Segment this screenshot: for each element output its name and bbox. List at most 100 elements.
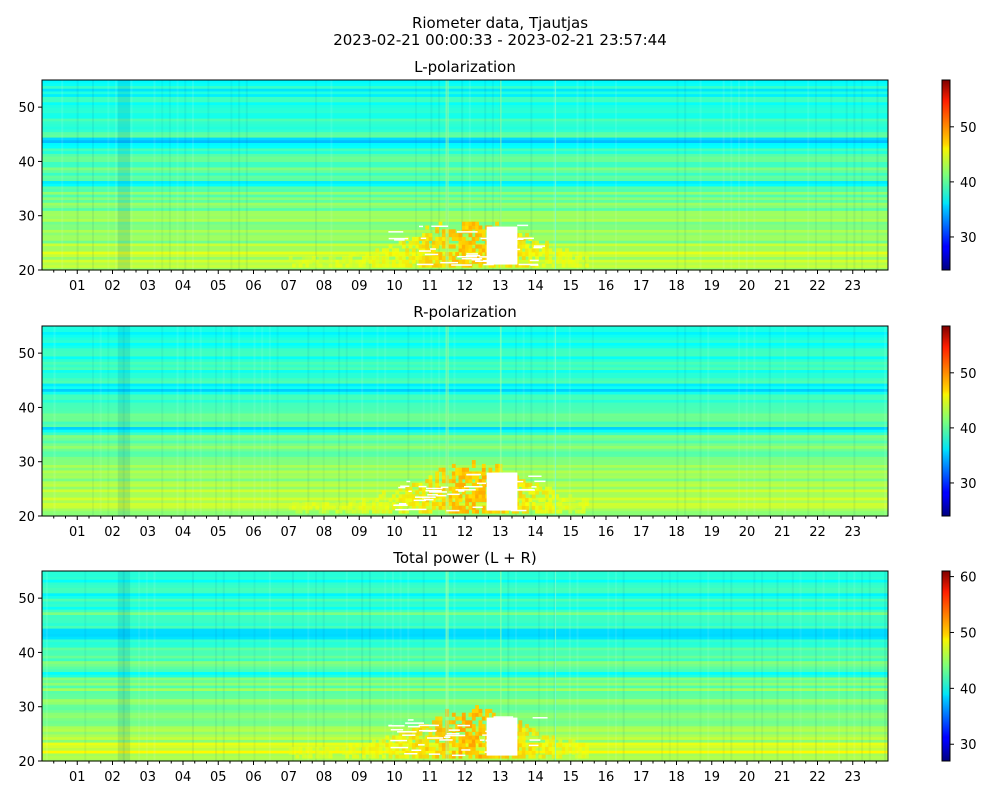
- heatmap-hot-cell: [481, 479, 486, 484]
- heatmap-hot-cell: [488, 263, 493, 268]
- heatmap-striation: [61, 80, 64, 270]
- heatmap-hot-cell: [358, 509, 363, 514]
- saturated-streak: [466, 473, 481, 476]
- heatmap-hot-cell: [378, 263, 383, 268]
- heatmap-hot-cell: [438, 724, 443, 729]
- heatmap-hot-cell: [521, 479, 526, 484]
- heatmap-band: [42, 587, 888, 591]
- heatmap-hot-cell: [385, 509, 390, 514]
- heatmap-hot-cell: [391, 248, 396, 253]
- heatmap-hot-cell: [528, 750, 533, 755]
- heatmap-hot-cell: [451, 490, 456, 495]
- heatmap-striation: [322, 326, 325, 516]
- heatmap-hot-cell: [455, 236, 460, 241]
- heatmap-band: [42, 96, 888, 100]
- heatmap-hot-cell: [415, 236, 420, 241]
- heatmap-hot-cell: [571, 505, 576, 510]
- heatmap-hot-cell: [478, 479, 483, 484]
- heatmap-hot-cell: [435, 754, 440, 759]
- heatmap-hot-cell: [535, 509, 539, 514]
- heatmap-hot-cell: [451, 712, 456, 717]
- heatmap-hot-cell: [398, 509, 403, 514]
- heatmap-striation: [138, 571, 141, 761]
- heatmap-hot-cell: [465, 720, 470, 725]
- heatmap-hot-cell: [518, 233, 523, 238]
- heatmap-hot-cell: [525, 731, 529, 736]
- heatmap-hot-cell: [342, 505, 346, 510]
- heatmap-hot-cell: [555, 750, 559, 755]
- saturated-streak: [443, 736, 451, 739]
- heatmap-striation: [538, 571, 541, 761]
- heatmap-striation: [807, 80, 810, 270]
- heatmap-hot-cell: [485, 708, 489, 713]
- heatmap-hot-cell: [448, 739, 453, 744]
- heatmap-band: [42, 328, 888, 333]
- heatmap-hot-cell: [445, 708, 450, 713]
- heatmap-striation: [361, 326, 364, 516]
- heatmap-striation: [199, 326, 202, 516]
- heatmap-hot-cell: [345, 750, 350, 755]
- x-tick-label: 23: [844, 770, 861, 785]
- heatmap-hot-cell: [411, 236, 416, 241]
- heatmap-hot-cell: [545, 735, 549, 740]
- heatmap-hot-cell: [481, 244, 486, 249]
- heatmap-striation: [430, 326, 433, 516]
- heatmap-hot-cell: [535, 482, 539, 487]
- heatmap-hot-cell: [561, 746, 566, 751]
- heatmap-band: [42, 668, 888, 673]
- heatmap-hot-cell: [445, 259, 450, 264]
- heatmap-hot-cell: [521, 750, 526, 755]
- heatmap-hot-cell: [325, 750, 330, 755]
- heatmap-striation: [391, 571, 394, 761]
- colorbar: [941, 570, 951, 762]
- x-tick-label: 03: [139, 525, 156, 540]
- heatmap-hot-cell: [438, 727, 443, 732]
- heatmap-hot-cell: [398, 259, 403, 264]
- heatmap-hot-cell: [418, 486, 423, 491]
- heatmap-hot-cell: [395, 750, 400, 755]
- heatmap-striation: [107, 326, 110, 516]
- heatmap-hot-cell: [421, 746, 426, 751]
- heatmap-hot-cell: [518, 494, 523, 499]
- heatmap-hot-cell: [355, 746, 360, 751]
- x-tick-label: 14: [527, 525, 544, 540]
- heatmap-band: [42, 676, 888, 681]
- heatmap-hot-cell: [338, 259, 343, 264]
- heatmap-hot-cell: [465, 731, 470, 736]
- heatmap-hot-cell: [478, 724, 483, 729]
- heatmap-hot-cell: [555, 743, 559, 748]
- heatmap-hot-cell: [391, 494, 396, 499]
- heatmap-hot-cell: [295, 501, 300, 506]
- heatmap-hot-cell: [568, 505, 573, 510]
- heatmap-band: [42, 614, 888, 618]
- saturated-streak: [436, 494, 447, 497]
- heatmap-band: [42, 592, 888, 597]
- heatmap-hot-cell: [518, 248, 523, 253]
- x-tick-label: 20: [739, 770, 756, 785]
- heatmap-striation: [261, 326, 264, 516]
- heatmap-hot-cell: [435, 716, 440, 721]
- heatmap-hot-cell: [525, 501, 529, 506]
- heatmap-striation: [291, 571, 294, 761]
- heatmap-band: [42, 595, 888, 599]
- heatmap-striation: [607, 571, 610, 761]
- heatmap-hot-cell: [468, 724, 473, 729]
- heatmap-hot-cell: [458, 750, 463, 755]
- heatmap-hot-cell: [465, 225, 470, 230]
- heatmap-hot-cell: [408, 739, 413, 744]
- heatmap-hot-cell: [548, 498, 553, 503]
- saturated-streak: [506, 486, 513, 488]
- heatmap-hot-cell: [551, 750, 556, 755]
- heatmap-striation: [453, 326, 456, 516]
- heatmap-hot-cell: [578, 255, 583, 260]
- heatmap-hot-cell: [435, 244, 440, 249]
- heatmap-hot-cell: [421, 259, 426, 264]
- heatmap-hot-cell: [525, 724, 529, 729]
- x-tick-label: 21: [774, 770, 791, 785]
- heatmap-hot-cell: [465, 471, 470, 476]
- heatmap-hot-cell: [352, 509, 356, 514]
- x-tick-label: 22: [809, 279, 826, 294]
- saturated-streak: [408, 508, 427, 511]
- heatmap-hot-cell: [451, 471, 456, 476]
- saturated-streak: [390, 739, 408, 742]
